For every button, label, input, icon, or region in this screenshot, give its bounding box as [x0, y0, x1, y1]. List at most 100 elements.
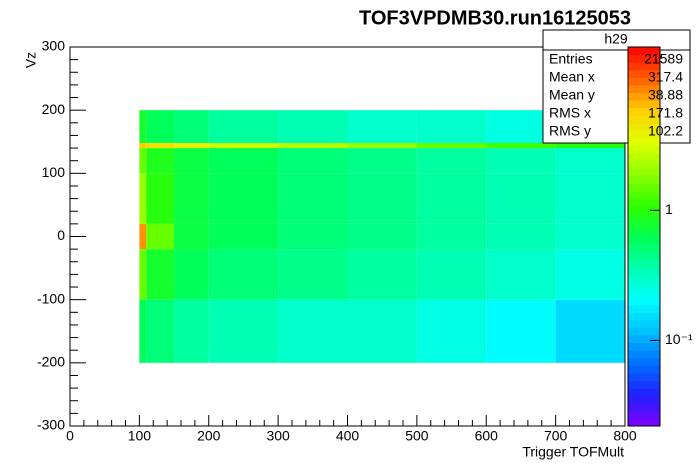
palette-band: [628, 372, 660, 382]
palette-band: [628, 259, 660, 268]
heatmap-cell: [555, 173, 625, 224]
palette-band: [628, 319, 660, 328]
x-tick-label: 500: [405, 428, 429, 444]
palette-band: [628, 62, 660, 71]
palette-band: [628, 297, 660, 306]
palette-frame: [627, 46, 661, 427]
heatmap-cell: [174, 110, 209, 144]
heatmap-cell: [278, 143, 348, 149]
palette-band: [628, 274, 660, 283]
x-tick-label: 400: [336, 428, 360, 444]
x-tick-label: 100: [128, 428, 152, 444]
heatmap-cell: [146, 148, 175, 174]
palette-band: [628, 198, 660, 207]
x-tick-label: 600: [475, 428, 499, 444]
x-axis-label: Trigger TOFMult: [522, 444, 624, 460]
heatmap-cell: [278, 148, 348, 174]
heatmap-cell: [347, 249, 417, 300]
heatmap-cell: [174, 223, 209, 250]
heatmap-cell: [347, 223, 417, 250]
stats-label: Mean y: [549, 87, 595, 103]
heatmap-cell: [146, 249, 175, 300]
palette-band: [628, 418, 660, 427]
heatmap-cell: [486, 148, 556, 174]
heatmap-cell: [486, 249, 556, 300]
heatmap-cell: [146, 110, 175, 144]
palette-band: [628, 327, 660, 336]
palette-band: [628, 304, 660, 313]
palette-band: [628, 168, 660, 177]
heatmap-cell: [139, 249, 147, 300]
heatmap-cell: [347, 110, 417, 144]
palette-band: [628, 77, 660, 86]
heatmap-cell: [486, 223, 556, 250]
y-tick-label: -300: [37, 417, 65, 433]
palette-band: [628, 410, 660, 419]
heatmap-cell: [555, 148, 625, 174]
stats-value: 317.4: [648, 69, 683, 85]
heatmap-cell: [347, 173, 417, 224]
palette-band: [628, 183, 660, 192]
palette-band: [628, 221, 660, 230]
palette-band: [628, 153, 660, 162]
palette-band: [628, 281, 660, 291]
stats-label: Mean x: [549, 69, 595, 85]
heatmap-cell: [347, 143, 417, 149]
palette-band: [628, 365, 660, 374]
palette-band: [628, 130, 660, 139]
heatmap-cell: [347, 299, 417, 363]
heatmap-cell: [139, 143, 147, 149]
palette-band: [628, 137, 660, 147]
heatmap-cell: [208, 143, 279, 149]
heatmap-cell: [174, 249, 209, 300]
palette-band: [628, 244, 660, 253]
palette-band: [628, 228, 660, 237]
palette-band: [628, 122, 660, 131]
palette-band: [628, 191, 660, 200]
heatmap-cell: [555, 143, 625, 149]
x-tick-label: 200: [197, 428, 221, 444]
heatmap-cell: [139, 173, 147, 224]
palette-band: [628, 357, 660, 366]
y-tick-label: 300: [42, 38, 66, 54]
heatmap-cell: [208, 249, 279, 300]
palette-band: [628, 47, 660, 56]
heatmap-cell: [139, 299, 147, 363]
palette-band: [628, 395, 660, 404]
palette-band: [628, 213, 660, 222]
y-axis-label: Vz: [23, 52, 39, 68]
heatmap-cell: [555, 223, 625, 250]
stats-label: Entries: [549, 51, 593, 67]
heatmap-cell: [174, 148, 209, 174]
heatmap-cell: [416, 110, 487, 144]
palette-band: [628, 54, 660, 63]
palette-band: [628, 289, 660, 298]
heatmap-cell: [347, 148, 417, 174]
palette-band: [628, 160, 660, 169]
stats-title: h29: [604, 31, 628, 47]
stats-label: RMS x: [549, 105, 591, 121]
palette-band: [628, 312, 660, 321]
heatmap-cell: [486, 173, 556, 224]
x-tick-label: 0: [66, 428, 74, 444]
heatmap-cell: [208, 173, 279, 224]
heatmap-cell: [139, 223, 147, 250]
heatmap-cell: [416, 143, 487, 149]
heatmap-cell: [208, 299, 279, 363]
y-tick-label: 200: [42, 101, 66, 117]
y-tick-label: -200: [37, 354, 65, 370]
palette-band: [628, 115, 660, 124]
palette-band: [628, 335, 660, 344]
heatmap-cell: [278, 299, 348, 363]
stats-value: 38.88: [648, 87, 683, 103]
y-tick-label: 0: [57, 227, 65, 243]
heatmap-cell: [278, 110, 348, 144]
palette-band: [628, 350, 660, 359]
palette-band: [628, 251, 660, 260]
palette-band: [628, 206, 660, 215]
heatmap-cell: [208, 223, 279, 250]
heatmap-cell: [416, 249, 487, 300]
palette-band: [628, 266, 660, 275]
heatmap-cell: [486, 299, 556, 363]
